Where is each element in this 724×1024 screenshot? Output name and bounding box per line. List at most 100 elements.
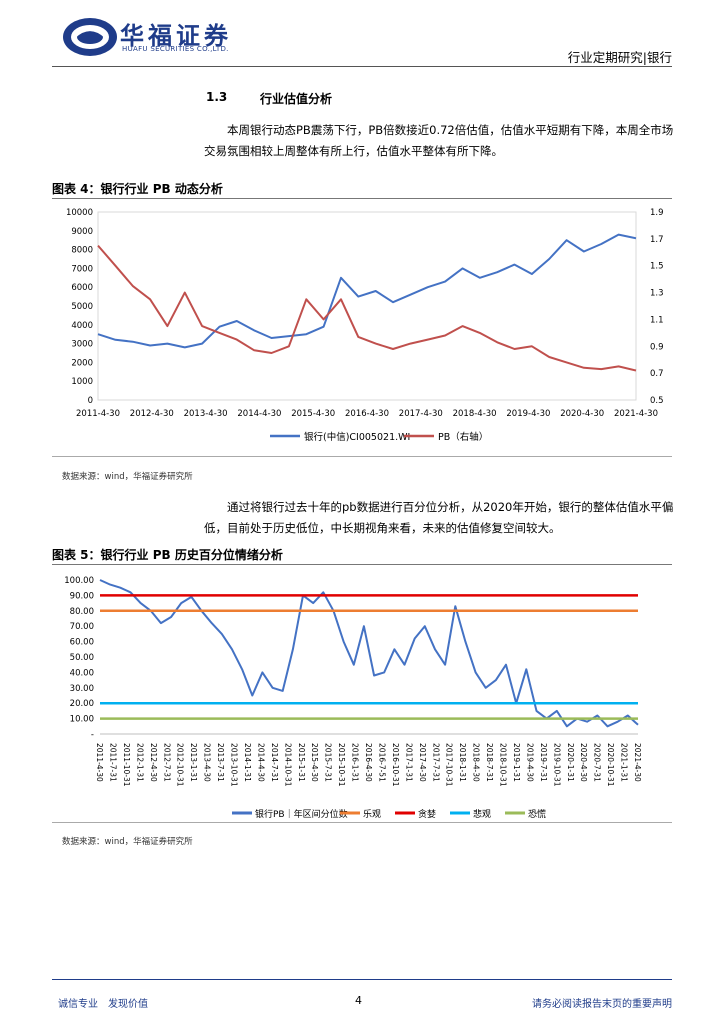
x-tick-label: 2016-7-51 [377,743,386,782]
y-tick-label: 40.00 [70,668,94,678]
figure5-title: 图表 5：银行行业 PB 历史百分位情绪分析 [52,548,283,562]
figure5-source: 数据来源：wind，华福证券研究所 [62,837,193,847]
x-tick-label: 2018-1-31 [458,743,467,782]
x-tick-label: 2012-1-31 [135,743,144,782]
y-tick-label: 80.00 [70,607,94,617]
figure5-top-rule [52,564,672,565]
x-tick-label: 2019-7-31 [539,743,548,782]
x-tick-label: 2014-10-31 [283,743,292,787]
bank-pb-dynamic-chart: 0 1000 2000 3000 4000 5000 6000 7000 8000 9000 100… [66,208,664,443]
x-tick-label: 2017-10-31 [445,743,454,787]
x-tick-label: 2013-1-31 [189,743,198,782]
y-right-tick-label: 1.1 [650,315,664,325]
percentile-paragraph: 通过将银行过去十年的pb数据进行百分位分析，从2020年开始，银行的整体估值水平… [204,500,674,535]
x-tick-label: 2013-10-31 [230,743,239,787]
y-tick-label: - [91,730,94,740]
x-tick-label: 2011-7-31 [109,743,118,782]
y-right-tick-label: 0.7 [650,369,664,379]
x-tick-label: 2014-1-31 [243,743,252,782]
x-tick-label: 2020-1-31 [566,743,575,782]
y-left-tick-label: 1000 [71,377,93,387]
x-tick-label: 2014-4-30 [237,409,281,419]
pb-right-axis-line [97,244,637,372]
chart2-legend: 银行PB｜年区间分位数 乐观 贪婪 悲观 恐慌 [232,808,546,820]
x-tick-label: 2017-1-31 [404,743,413,782]
x-tick-label: 2011-4-30 [76,409,120,419]
x-tick-label: 2011-10-31 [122,743,131,787]
x-tick-label: 2018-4-30 [472,743,481,782]
footer-divider [52,979,672,980]
x-tick-label: 2017-7-31 [431,743,440,782]
x-tick-label: 2015-4-30 [310,743,319,782]
x-tick-label: 2021-4-30 [614,409,658,419]
y-tick-label: 60.00 [70,638,94,648]
x-tick-label: 2020-4-30 [560,409,604,419]
x-tick-label: 2019-4-30 [525,743,534,782]
y-left-tick-label: 4000 [71,321,93,331]
x-tick-label: 2015-1-31 [297,743,306,782]
y-right-tick-label: 0.5 [650,396,664,406]
legend-panic-label: 恐慌 [528,808,546,820]
y-tick-label: 70.00 [70,622,94,632]
x-tick-label: 2021-4-30 [633,743,642,782]
x-tick-label: 2013-4-30 [184,409,228,419]
y-right-tick-label: 1.9 [650,208,664,218]
logo-chinese-name: 华福证券 [120,22,232,50]
y-left-tick-label: 6000 [71,283,93,293]
figure4-bottom-rule [52,456,672,457]
x-tick-label: 2015-4-30 [291,409,335,419]
x-tick-label: 2012-10-31 [176,743,185,787]
bank-index-line [97,233,637,349]
y-tick-label: 90.00 [70,591,94,601]
x-tick-label: 2012-4-30 [130,409,174,419]
x-tick-label: 2019-1-31 [512,743,521,782]
chart1-plot-frame [97,211,637,401]
x-tick-label: 2016-4-30 [345,409,389,419]
x-tick-label: 2015-10-31 [337,743,346,787]
y-tick-label: 10.00 [70,715,94,725]
x-tick-label: 2017-4-30 [399,409,443,419]
x-tick-label: 2014-4-30 [256,743,265,782]
x-tick-label: 2012-7-31 [162,743,171,782]
x-tick-label: 2013-4-30 [203,743,212,782]
company-logo: 华福证券 HUAFU SECURITIES CO.,LTD. [62,14,252,64]
x-tick-label: 2012-4-30 [149,743,158,782]
legend-pb-label: PB（右轴） [438,431,488,443]
pb-percentile-line [99,579,639,728]
x-tick-label: 2013-7-31 [216,743,225,782]
x-tick-label: 2020-7-31 [593,743,602,782]
y-left-tick-label: 2000 [71,358,93,368]
x-tick-label: 2016-1-31 [351,743,360,782]
x-tick-label: 2017-4-30 [418,743,427,782]
legend-optimism-label: 乐观 [363,808,381,820]
y-right-tick-label: 1.3 [650,289,664,299]
x-tick-label: 2016-10-31 [391,743,400,787]
x-tick-label: 2019-10-31 [552,743,561,787]
report-category: 行业定期研究|银行 [567,50,672,65]
x-tick-label: 2020-4-30 [579,743,588,782]
x-tick-label: 2015-7-31 [324,743,333,782]
x-tick-label: 2020-10-31 [606,743,615,787]
y-left-tick-label: 5000 [71,302,93,312]
footer-disclaimer: 请务必阅读报告末页的重要声明 [532,999,672,1010]
bank-pb-percentile-chart: - 10.00 20.00 30.00 40.00 50.00 60.00 70.00 80.0… [64,576,642,820]
x-tick-label: 2016-4-30 [364,743,373,782]
y-right-tick-label: 0.9 [650,342,664,352]
y-left-tick-label: 0 [88,396,93,406]
y-left-tick-label: 8000 [71,246,93,256]
x-tick-label: 2018-10-31 [499,743,508,787]
x-tick-label: 2011-4-30 [95,743,104,782]
figure4-top-rule [52,198,672,199]
section-title: 行业估值分析 [260,92,333,106]
logo-mark-icon [63,18,117,56]
x-tick-label: 2018-4-30 [453,409,497,419]
footer-slogan: 诚信专业 发现价值 [58,999,148,1010]
y-right-tick-label: 1.7 [650,235,664,245]
figure4-source: 数据来源：wind，华福证券研究所 [62,472,193,482]
x-tick-label: 2019-4-30 [506,409,550,419]
header-divider [52,66,672,67]
section-number: 1.3 [206,90,228,104]
valuation-paragraph: 本周银行动态PB震荡下行，PB倍数接近0.72倍估值，估值水平短期有下降，本周全… [204,123,674,158]
x-tick-label: 2021-1-31 [620,743,629,782]
x-tick-label: 2014-7-31 [270,743,279,782]
